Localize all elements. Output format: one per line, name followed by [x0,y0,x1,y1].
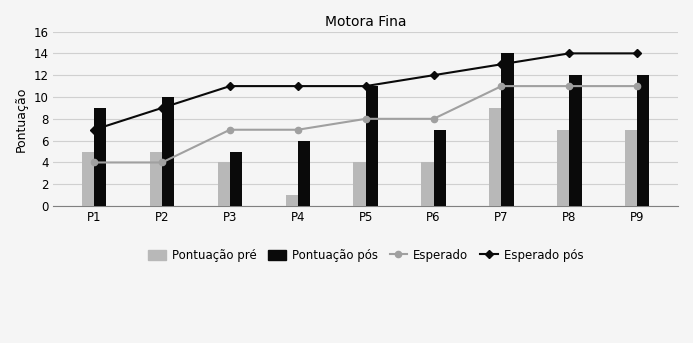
Bar [421,163,434,206]
Bar [434,130,446,206]
Bar [625,130,638,206]
Y-axis label: Pontuação: Pontuação [15,86,28,152]
Bar [230,152,242,206]
Bar [162,97,174,206]
Bar [366,86,378,206]
Legend: Pontuação pré, Pontuação pós, Esperado, Esperado pós: Pontuação pré, Pontuação pós, Esperado, … [143,244,588,267]
Bar [94,108,106,206]
Bar [82,152,94,206]
Bar [570,75,581,206]
Title: Motora Fina: Motora Fina [325,15,407,29]
Bar [150,152,162,206]
Bar [298,141,310,206]
Bar [638,75,649,206]
Bar [286,195,298,206]
Bar [353,163,366,206]
Bar [218,163,230,206]
Bar [502,54,514,206]
Bar [489,108,502,206]
Bar [557,130,570,206]
